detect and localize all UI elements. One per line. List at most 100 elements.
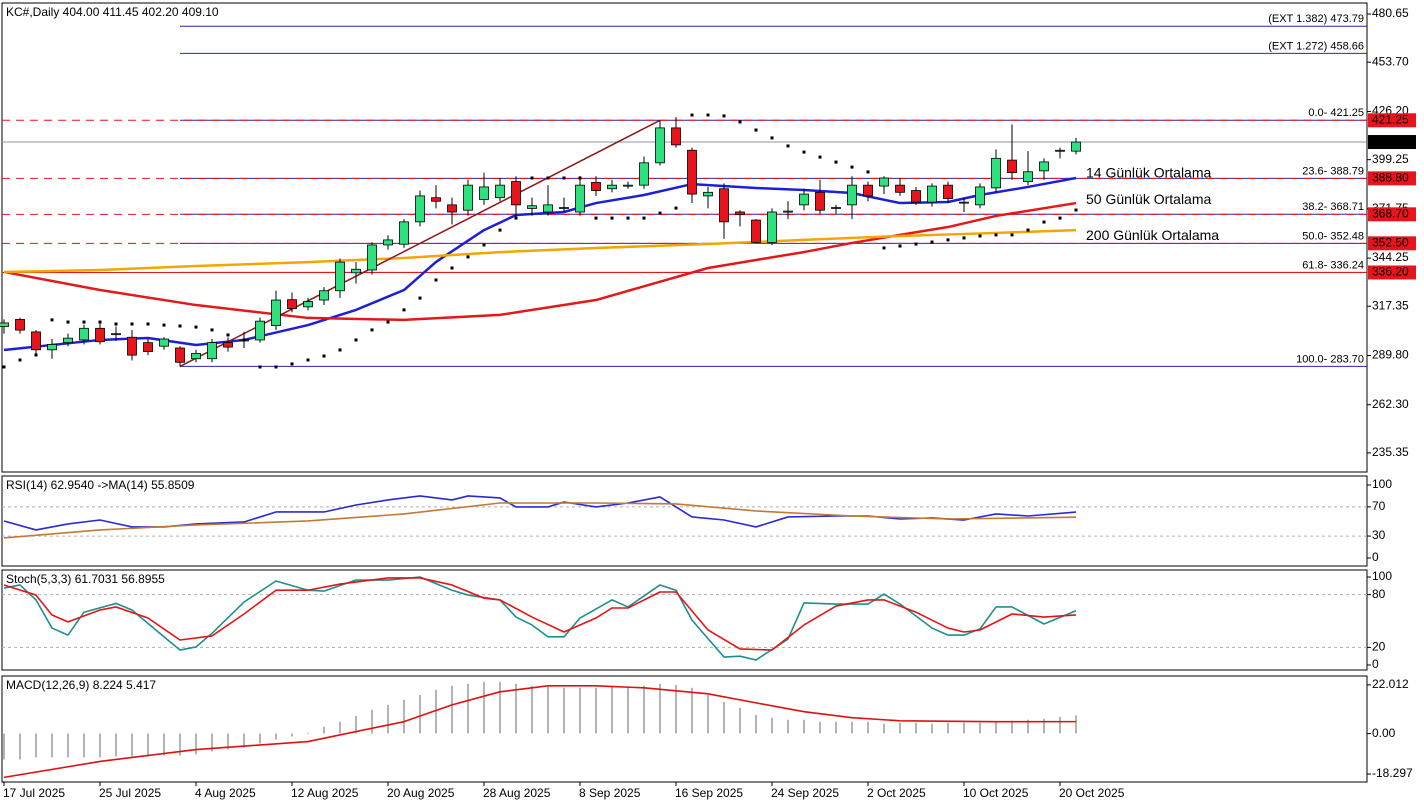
candle-body (495, 184, 505, 199)
sar-dot (642, 216, 646, 220)
candle-body (607, 184, 617, 190)
candle-body (639, 162, 649, 186)
sar-dot (242, 338, 246, 342)
candle-body (815, 191, 825, 211)
candle-body (447, 204, 457, 213)
candle-body (79, 327, 89, 341)
candle-body (335, 261, 345, 292)
candle-body (31, 331, 41, 351)
candle-body (159, 338, 169, 347)
candle-body (1023, 171, 1033, 182)
price-label: 336.20 (1372, 265, 1409, 279)
sar-dot (322, 354, 326, 358)
candle-body (831, 207, 841, 209)
sar-dot (50, 318, 54, 322)
y-tick-label: 20 (1372, 640, 1386, 654)
y-tick-label: 262.30 (1372, 397, 1409, 411)
indicator-line (3, 577, 1077, 651)
sar-dot (418, 296, 422, 300)
y-tick-label: 399.25 (1372, 152, 1409, 166)
sar-dot (594, 216, 598, 220)
candle-body (863, 184, 873, 197)
sar-dot (130, 322, 134, 326)
fib-label: 0.0- 421.25 (1308, 107, 1364, 119)
y-tick-label: 80 (1372, 587, 1386, 601)
sar-dot (98, 320, 102, 324)
y-tick-label: 480.65 (1372, 6, 1409, 20)
sar-dot (706, 113, 710, 117)
candle-body (943, 184, 953, 199)
sar-dot (1010, 233, 1014, 237)
candle-body (879, 177, 889, 187)
x-tick-label: 2 Oct 2025 (867, 786, 926, 800)
y-tick-label: 30 (1372, 528, 1386, 542)
candle-body (287, 299, 297, 310)
sar-dot (802, 150, 806, 154)
candle-body (223, 342, 233, 348)
candle-body (463, 184, 473, 211)
candle-body (479, 186, 489, 200)
y-tick-label: 100 (1372, 569, 1392, 583)
candle-body (303, 301, 313, 308)
sar-dot (562, 176, 566, 180)
x-tick-label: 16 Sep 2025 (675, 786, 743, 800)
sar-dot (162, 323, 166, 327)
candle-body (271, 299, 281, 327)
price-label-box (1368, 265, 1416, 280)
x-tick-label: 12 Aug 2025 (291, 786, 359, 800)
sar-dot (818, 155, 822, 159)
sar-dot (226, 333, 230, 337)
panel-title: KC#,Daily 404.00 411.45 402.20 409.10 (6, 5, 219, 19)
sar-dot (306, 358, 310, 362)
sar-dot (914, 242, 918, 246)
ma-label: 200 Günlük Ortalama (1086, 227, 1219, 243)
sar-dot (1074, 208, 1078, 212)
candle-body (799, 193, 809, 206)
sar-dot (114, 322, 118, 326)
y-tick-label: 0 (1372, 550, 1379, 564)
candle-body (719, 188, 729, 223)
y-tick-label: 100 (1372, 477, 1392, 491)
candle-body (703, 191, 713, 197)
y-tick-label: 22.012 (1372, 677, 1409, 691)
x-tick-label: 4 Aug 2025 (195, 786, 256, 800)
candle-body (527, 205, 537, 209)
candle-body (143, 342, 153, 352)
sar-dot (658, 211, 662, 215)
sar-dot (866, 170, 870, 174)
candle-body (767, 211, 777, 243)
candle-body (0, 322, 9, 327)
candle-body (975, 186, 985, 206)
candle-body (1007, 159, 1017, 174)
candle-body (95, 327, 105, 343)
candle-body (1039, 161, 1049, 172)
fib-label: (EXT 1.272) 458.66 (1268, 40, 1364, 52)
candle-body (911, 190, 921, 203)
y-tick-label: -18.297 (1372, 766, 1413, 780)
sar-dot (626, 216, 630, 220)
x-tick-label: 24 Sep 2025 (771, 786, 839, 800)
candle-body (399, 221, 409, 245)
price-label-box (1368, 236, 1416, 251)
candle-body (927, 185, 937, 203)
sar-dot (354, 338, 358, 342)
sar-dot (834, 160, 838, 164)
candle-body (319, 290, 329, 301)
fib-label: 50.0- 352.48 (1302, 230, 1364, 242)
panel-title: MACD(12,26,9) 8.224 5.417 (6, 678, 156, 692)
price-label: 352.50 (1372, 235, 1409, 249)
candle-body (191, 352, 201, 360)
signal-line (3, 685, 1077, 779)
candle-body (655, 127, 665, 164)
sar-dot (946, 238, 950, 242)
sar-dot (882, 246, 886, 250)
panel-frame (1, 675, 1368, 783)
sar-dot (930, 240, 934, 244)
candle-body (671, 127, 681, 146)
candle-body (895, 184, 905, 193)
y-tick-label: 70 (1372, 499, 1386, 513)
candle-body (431, 197, 441, 202)
candle-body (559, 207, 569, 209)
sar-dot (466, 255, 470, 259)
x-tick-label: 17 Jul 2025 (3, 786, 65, 800)
